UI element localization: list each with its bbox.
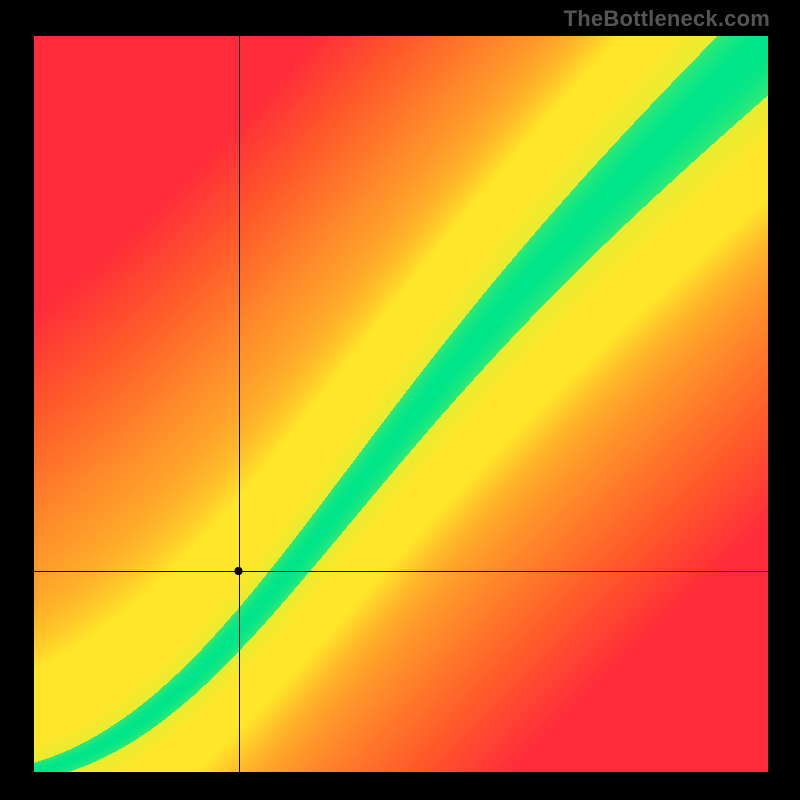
watermark-text: TheBottleneck.com: [564, 6, 770, 32]
heatmap-canvas: [34, 36, 768, 772]
chart-frame: TheBottleneck.com: [0, 0, 800, 800]
heatmap-plot: [34, 36, 768, 772]
